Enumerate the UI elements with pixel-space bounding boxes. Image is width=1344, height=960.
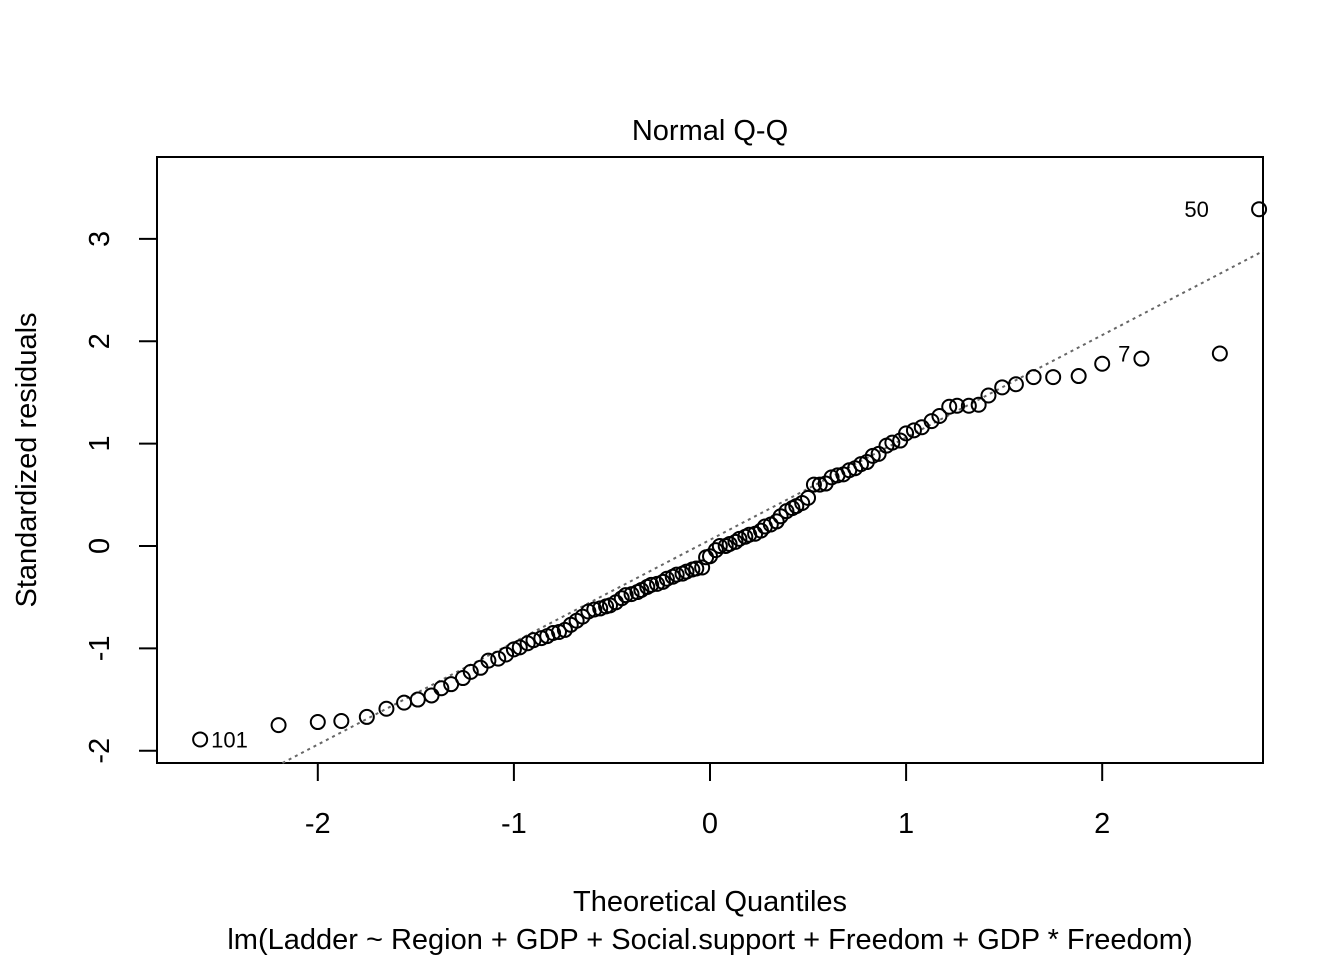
qq-point [333, 713, 350, 730]
qq-point [711, 537, 728, 554]
reference-line [282, 250, 1264, 764]
point-label: 101 [211, 727, 248, 752]
qq-point [800, 489, 817, 506]
x-tick-label: 1 [898, 808, 914, 840]
qq-point [423, 687, 440, 704]
y-tick-label: 3 [84, 231, 116, 247]
qq-point [884, 434, 901, 451]
x-tick-label: -2 [305, 808, 331, 840]
qq-point [980, 387, 997, 404]
qq-point [941, 398, 958, 415]
qq-point [1094, 355, 1111, 372]
qq-point [1251, 201, 1268, 218]
x-tick-label: 0 [702, 808, 718, 840]
qq-point [498, 646, 515, 663]
qq-point [970, 396, 987, 413]
qq-point [270, 717, 287, 734]
qq-point [490, 650, 507, 667]
qq-point [1025, 369, 1042, 386]
qq-point [1133, 350, 1150, 367]
qq-point [949, 397, 966, 414]
y-tick-label: 0 [84, 538, 116, 554]
point-labels: 101 7 50 [211, 197, 1209, 752]
qq-point [586, 601, 603, 618]
qq-point [643, 576, 660, 593]
qq-point [409, 691, 426, 708]
qq-point [805, 476, 822, 493]
chart-title: Normal Q-Q [632, 115, 788, 147]
qq-point [613, 590, 630, 607]
point-label: 7 [1118, 342, 1130, 367]
y-tick-label: -1 [84, 635, 116, 661]
qq-point [378, 700, 395, 717]
model-formula: lm(Ladder ~ Region + GDP + Social.suppor… [227, 924, 1192, 956]
qq-point [511, 639, 528, 656]
qq-point [654, 573, 671, 590]
y-tick-label: 2 [84, 333, 116, 349]
qq-point [1007, 376, 1024, 393]
qq-point [727, 533, 744, 550]
qq-point [433, 680, 450, 697]
qq-point [905, 422, 922, 439]
qq-point [707, 542, 724, 559]
qq-point [960, 397, 977, 414]
qq-point [668, 566, 685, 583]
y-tick-label: 1 [84, 436, 116, 452]
qq-point [811, 476, 828, 493]
qq-point [545, 624, 562, 641]
qq-point [480, 652, 497, 669]
qq-point [1211, 345, 1228, 362]
y-axis-label: Standardized residuals [11, 312, 43, 607]
point-label: 50 [1184, 197, 1208, 222]
qq-point [931, 407, 948, 424]
qq-point [309, 714, 326, 731]
qq-point [617, 587, 634, 604]
qq-point [396, 694, 413, 711]
qq-point [192, 731, 209, 748]
x-tick-label: 2 [1094, 808, 1110, 840]
y-axis: -2 -1 0 1 2 3 [84, 231, 158, 764]
x-axis-label: Theoretical Quantiles [573, 886, 847, 918]
qq-point [1045, 369, 1062, 386]
plot-frame [156, 156, 1264, 764]
qq-point [688, 560, 705, 577]
x-tick-label: -1 [501, 808, 527, 840]
qq-point [898, 425, 915, 442]
qq-point [768, 513, 785, 530]
data-points [192, 201, 1268, 748]
qq-point [694, 559, 711, 576]
x-axis: -2 -1 0 1 2 [305, 762, 1110, 840]
qq-point [923, 413, 940, 430]
qq-point [462, 663, 479, 680]
qq-point [358, 708, 375, 725]
qq-point [1070, 368, 1087, 385]
y-tick-label: -2 [84, 738, 116, 764]
